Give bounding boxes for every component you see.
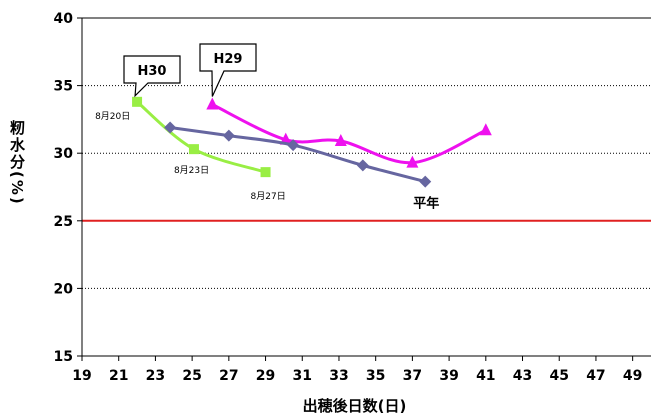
y-tick-label: 15 [54,349,73,365]
x-tick-label: 33 [329,368,348,384]
y-tick-label: 35 [54,79,73,95]
data-point-normal-year [419,175,432,188]
x-tick-label: 35 [366,368,385,384]
data-point-h30 [188,144,199,155]
series-label-h30: H30 [138,64,167,79]
series-label-normal-year: 平年 [413,196,439,212]
y-tick-label: 20 [54,281,74,297]
date-label: 8月20日 [95,111,130,122]
data-point-h29 [479,123,492,136]
x-tick-label: 39 [439,368,458,384]
x-axis-title: 出穂後日数(日) [303,397,407,415]
callout-box-h30 [123,55,181,98]
data-point-h29 [406,155,419,168]
x-tick-label: 45 [549,368,568,384]
data-point-h30 [260,167,271,178]
data-point-h29 [334,134,347,147]
x-tick-label: 25 [182,368,201,384]
x-tick-label: 47 [586,368,605,384]
date-label: 8月23日 [174,165,209,176]
data-point-h29 [206,97,219,110]
x-tick-label: 31 [293,368,312,384]
x-tick-label: 21 [109,368,128,384]
x-tick-label: 37 [403,368,422,384]
series-line-h29 [211,103,487,165]
y-axis-title: 籾水分(%) [8,119,26,206]
y-tick-label: 40 [54,11,74,27]
x-tick-label: 19 [72,368,91,384]
x-tick-label: 23 [146,368,165,384]
x-tick-label: 49 [623,368,642,384]
data-point-normal-year [222,129,235,142]
data-point-normal-year [287,139,300,152]
callout-box-h29 [199,43,257,97]
x-tick-label: 41 [476,368,495,384]
x-tick-label: 43 [513,368,532,384]
x-tick-label: 29 [256,368,275,384]
series-label-h29: H29 [214,52,243,67]
date-label: 8月27日 [251,191,286,202]
data-point-normal-year [356,159,369,172]
y-tick-label: 30 [54,146,74,162]
x-tick-label: 27 [219,368,238,384]
data-point-normal-year [164,121,177,134]
data-point-h30 [132,96,143,107]
y-tick-label: 25 [54,214,73,230]
